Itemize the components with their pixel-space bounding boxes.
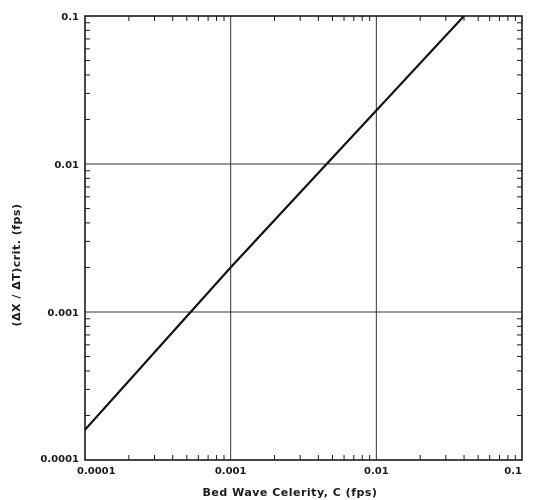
y-tick-label: 0.001 [47,308,79,319]
minor-ticks [85,16,522,460]
y-axis-label: (ΔX / ΔT)crit. (fps) [10,204,23,327]
y-tick-label: 0.01 [54,160,79,171]
grid-lines [85,16,522,460]
x-tick-label: 0.001 [215,466,247,477]
x-tick-labels: 0.0001 0.001 0.01 0.1 [77,466,522,477]
y-tick-label: 0.1 [61,12,79,23]
x-tick-label: 0.1 [504,466,522,477]
x-tick-label: 0.01 [364,466,389,477]
plot-frame [84,15,523,461]
x-axis-label: Bed Wave Celerity, C (fps) [203,486,378,499]
x-tick-label: 0.0001 [77,466,116,477]
y-tick-label: 0.0001 [40,454,79,465]
y-tick-labels: 0.0001 0.001 0.01 0.1 [40,12,79,465]
series-line [84,15,465,431]
